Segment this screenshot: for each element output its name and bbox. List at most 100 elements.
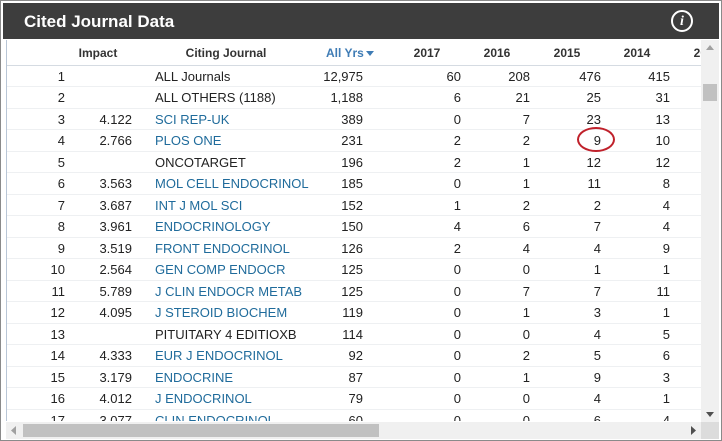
year-count: 2	[593, 197, 601, 213]
year-count: 0	[453, 262, 461, 278]
column-header[interactable]: 2013	[693, 46, 702, 60]
year-count: 1	[662, 305, 670, 321]
year-count: 2	[453, 154, 461, 170]
year-count: 0	[453, 391, 461, 407]
year-count: 25	[586, 90, 601, 106]
journal-name[interactable]: J ENDOCRINOL	[155, 391, 252, 407]
year-count: 1	[662, 391, 670, 407]
year-count: 2	[522, 197, 530, 213]
column-header[interactable]: Impact	[78, 46, 118, 60]
all-years-count: 389	[341, 111, 363, 127]
horizontal-scrollbar[interactable]	[6, 422, 701, 439]
year-count: 6	[522, 219, 530, 235]
all-years-count: 60	[348, 412, 363, 421]
table-row: 17 3.077 CLIN ENDOCRINOL 60 0 0 6 4	[7, 410, 702, 421]
impact-factor: 3.077	[99, 412, 132, 421]
column-header[interactable]: All Yrs	[326, 46, 364, 60]
journal-name[interactable]: SCI REP-UK	[155, 111, 230, 127]
journal-name[interactable]: CLIN ENDOCRINOL	[155, 412, 275, 421]
table-row: 2 ALL OTHERS (1188) 1,188 6 21 25 31	[7, 87, 702, 109]
journal-name[interactable]: INT J MOL SCI	[155, 197, 243, 213]
impact-factor: 4.333	[99, 348, 132, 364]
impact-factor: 3.519	[99, 240, 132, 256]
impact-factor: 5.789	[99, 283, 132, 299]
year-count: 4	[662, 219, 670, 235]
column-header[interactable]: 2014	[623, 46, 651, 60]
rank: 5	[57, 154, 65, 170]
year-count: 3	[593, 305, 601, 321]
all-years-count: 79	[348, 391, 363, 407]
rank: 6	[57, 176, 65, 192]
year-count: 4	[593, 326, 601, 342]
journal-name: PITUITARY 4 EDITIOXB	[155, 326, 297, 342]
year-count: 23	[586, 111, 601, 127]
journal-name[interactable]: J CLIN ENDOCR METAB	[155, 283, 303, 299]
rank: 2	[57, 90, 65, 106]
data-table: Impact Citing Journal All Yrs 2017 2016 2015 2…	[6, 40, 702, 421]
year-count: 2	[522, 133, 530, 149]
all-years-count: 125	[341, 283, 363, 299]
scroll-corner	[701, 422, 719, 439]
table-row: 9 3.519 FRONT ENDOCRINOL 126 2 4 4 9	[7, 238, 702, 260]
year-count: 11	[656, 283, 671, 299]
year-count: 13	[655, 111, 670, 127]
journal-name[interactable]: ENDOCRINOLOGY	[155, 219, 271, 235]
info-button[interactable]: i	[671, 10, 693, 32]
rank: 11	[51, 283, 66, 299]
year-count: 21	[515, 90, 530, 106]
year-count: 6	[453, 90, 461, 106]
year-count: 31	[655, 90, 670, 106]
year-count: 3	[662, 369, 670, 385]
journal-name: ALL OTHERS (1188)	[155, 90, 276, 106]
year-count: 1	[522, 305, 530, 321]
year-count: 60	[446, 68, 461, 84]
impact-factor: 2.564	[99, 262, 132, 278]
year-count: 0	[522, 412, 530, 421]
journal-name[interactable]: PLOS ONE	[155, 133, 222, 149]
year-count: 12	[586, 154, 601, 170]
all-years-count: 12,975	[323, 68, 363, 84]
journal-name: ALL Journals	[155, 68, 231, 84]
column-header[interactable]: 2016	[483, 46, 511, 60]
journal-name[interactable]: GEN COMP ENDOCR	[155, 262, 286, 278]
table-row: 1 ALL Journals 12,975 60 208 476 415	[7, 66, 702, 87]
journal-name[interactable]: ENDOCRINE	[155, 369, 234, 385]
year-count: 6	[593, 412, 601, 421]
year-count: 1	[522, 369, 530, 385]
panel-title: Cited Journal Data	[24, 12, 175, 31]
all-years-count: 92	[348, 348, 363, 364]
journal-name[interactable]: J STEROID BIOCHEM	[155, 305, 288, 321]
rank: 3	[57, 111, 65, 127]
table-row: 5 ONCOTARGET 196 2 1 12 12	[7, 152, 702, 174]
year-count: 7	[522, 111, 530, 127]
all-years-count: 231	[341, 133, 363, 149]
year-count: 7	[593, 283, 601, 299]
rank: 4	[57, 133, 65, 149]
vertical-scrollbar[interactable]	[701, 40, 719, 422]
year-count: 1	[453, 197, 461, 213]
column-header[interactable]: 2017	[413, 46, 441, 60]
column-header[interactable]: 2015	[553, 46, 581, 60]
impact-factor: 3.563	[99, 176, 132, 192]
year-count: 4	[593, 240, 601, 256]
all-years-count: 87	[348, 369, 363, 385]
year-count: 11	[587, 176, 602, 192]
column-header[interactable]: Citing Journal	[185, 46, 267, 60]
journal-name: ONCOTARGET	[155, 154, 246, 170]
year-count: 9	[662, 240, 670, 256]
table-row: 16 4.012 J ENDOCRINOL 79 0 0 4 1	[7, 388, 702, 410]
impact-factor: 3.687	[99, 197, 132, 213]
title-bar: Cited Journal Data i	[3, 3, 719, 39]
impact-factor: 3.179	[99, 369, 132, 385]
year-count: 0	[522, 391, 530, 407]
journal-name[interactable]: FRONT ENDOCRINOL	[155, 240, 290, 256]
year-count: 4	[593, 391, 601, 407]
impact-factor: 4.122	[99, 111, 132, 127]
all-years-count: 196	[341, 154, 363, 170]
year-count: 4	[662, 197, 670, 213]
highlight-circle	[577, 127, 615, 152]
year-count: 0	[453, 326, 461, 342]
rank: 17	[50, 412, 65, 421]
journal-name[interactable]: MOL CELL ENDOCRINOL	[155, 176, 309, 192]
journal-name[interactable]: EUR J ENDOCRINOL	[155, 348, 283, 364]
